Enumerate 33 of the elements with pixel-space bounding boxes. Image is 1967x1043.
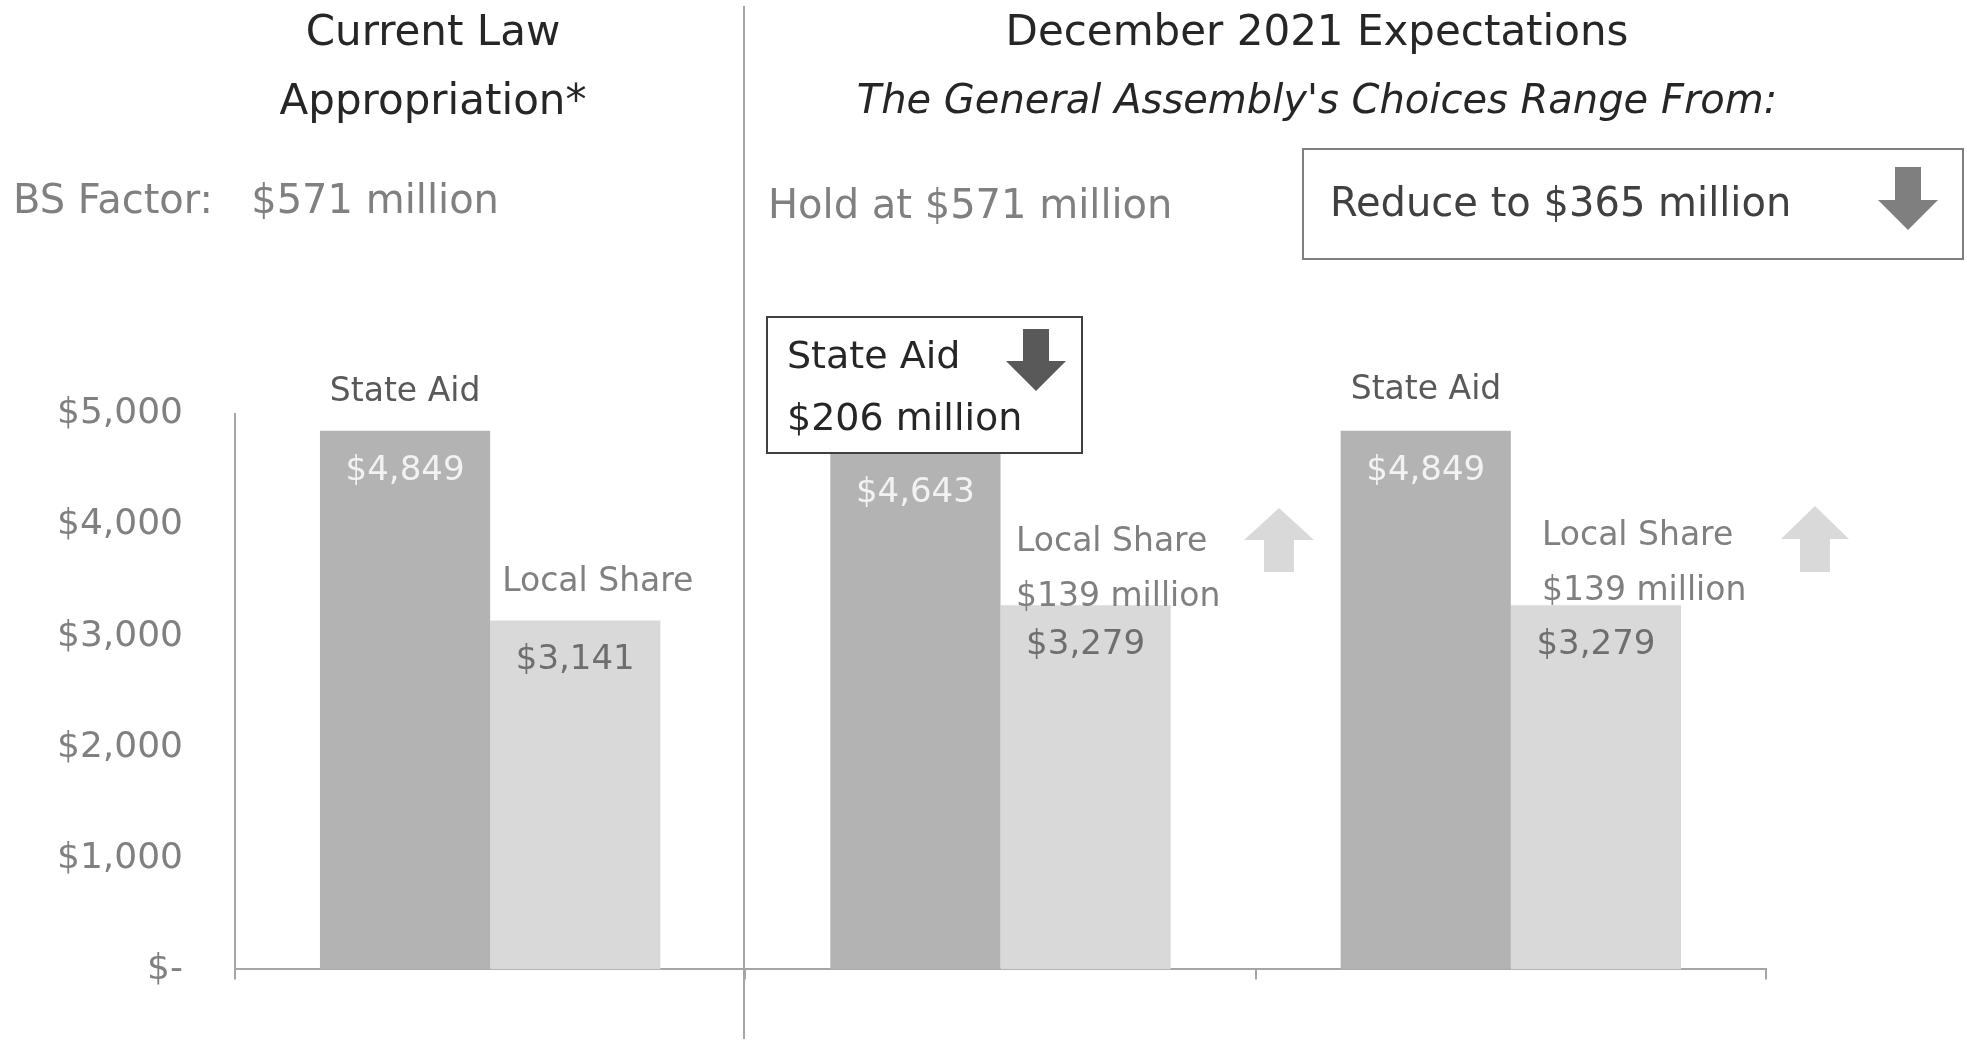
data-label: $4,643	[855, 470, 975, 511]
y-tick-label: $3,000	[57, 612, 183, 654]
annotation: Local Share	[1016, 519, 1208, 559]
bar	[490, 620, 661, 970]
text: State Aid	[787, 332, 961, 377]
data-label: $3,279	[1536, 622, 1656, 662]
y-tick-label: $4,000	[57, 501, 183, 543]
data-label: $3,279	[1026, 622, 1146, 662]
data-label: $4,849	[1366, 447, 1486, 488]
text: December 2021 Expectations	[1005, 5, 1629, 55]
text: The General Assembly's Choices Range From:	[856, 76, 1778, 123]
text: Appropriation*	[279, 74, 587, 124]
series-label: Local Share	[502, 560, 694, 600]
annotation: Local Share	[1542, 513, 1734, 553]
text: State Aid	[1350, 367, 1502, 407]
text: BS Factor: $571 million	[13, 176, 499, 223]
y-tick-label: $2,000	[57, 723, 183, 765]
text: Hold at $571 million	[768, 181, 1173, 228]
bar	[830, 453, 1001, 970]
y-tick-label: $-	[147, 945, 183, 987]
data-label: $4,849	[345, 447, 465, 488]
data-label: $3,141	[515, 637, 635, 678]
series-label: State Aid	[329, 370, 481, 410]
y-tick-label: $1,000	[57, 834, 183, 876]
text: Current Law	[305, 5, 561, 55]
annotation: $139 million	[1016, 574, 1221, 614]
annotation: $139 million	[1542, 568, 1747, 608]
annotation: $206 million	[787, 394, 1023, 439]
bar	[319, 430, 491, 970]
bar	[1510, 605, 1682, 970]
y-tick-label: $5,000	[57, 390, 183, 432]
text: Reduce to $365 million	[1330, 179, 1792, 226]
bar	[1340, 430, 1511, 970]
